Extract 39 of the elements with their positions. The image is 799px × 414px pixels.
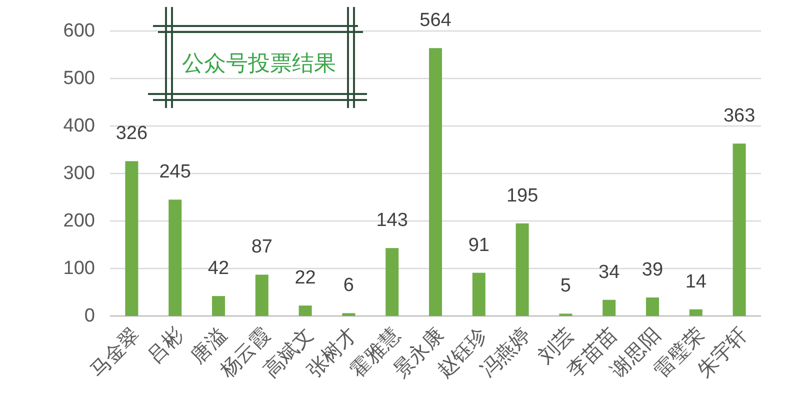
bar bbox=[342, 313, 356, 316]
y-tick-label: 400 bbox=[63, 116, 95, 136]
bar bbox=[125, 161, 138, 316]
y-tick-label: 600 bbox=[63, 20, 95, 42]
data-label: 22 bbox=[294, 268, 316, 289]
x-tick-label: 马金翠 bbox=[86, 324, 144, 382]
y-tick-label: 500 bbox=[63, 68, 95, 89]
data-label: 245 bbox=[159, 162, 191, 183]
bar bbox=[689, 309, 702, 316]
data-label: 6 bbox=[343, 275, 354, 296]
data-label: 34 bbox=[598, 262, 620, 283]
data-label: 87 bbox=[251, 236, 272, 258]
data-label: 39 bbox=[642, 259, 664, 280]
bar bbox=[472, 272, 486, 316]
bar bbox=[516, 223, 529, 316]
y-tick-label: 100 bbox=[63, 258, 95, 279]
y-tick-label: 0 bbox=[84, 306, 95, 326]
x-tick-label: 吕彬 bbox=[144, 324, 188, 368]
bar bbox=[255, 274, 268, 316]
bar bbox=[386, 248, 399, 316]
y-tick-label: 200 bbox=[63, 210, 95, 232]
bar bbox=[732, 144, 746, 316]
data-label: 564 bbox=[420, 10, 452, 32]
data-label: 363 bbox=[723, 106, 756, 127]
data-label: 14 bbox=[685, 271, 707, 292]
y-tick-label: 300 bbox=[63, 163, 95, 184]
data-label: 5 bbox=[560, 276, 571, 297]
data-label: 195 bbox=[506, 185, 538, 206]
data-label: 42 bbox=[208, 258, 230, 280]
bar bbox=[646, 297, 659, 316]
bar bbox=[298, 306, 312, 316]
bar bbox=[168, 200, 182, 316]
data-label: 91 bbox=[468, 234, 490, 256]
text: 公众号投票结果 bbox=[182, 50, 336, 76]
bar bbox=[212, 296, 225, 316]
bar bbox=[429, 48, 442, 316]
data-label: 326 bbox=[116, 123, 148, 144]
data-label: 143 bbox=[376, 210, 408, 232]
bar bbox=[602, 300, 616, 316]
